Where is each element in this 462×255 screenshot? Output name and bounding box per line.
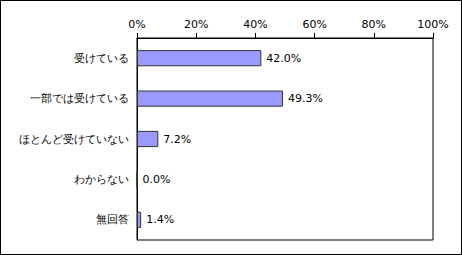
svg-text:一部では受けている: 一部では受けている [30, 92, 129, 105]
svg-text:受けている: 受けている [74, 52, 129, 65]
svg-text:20%: 20% [184, 18, 208, 31]
svg-text:0.0%: 0.0% [143, 173, 171, 186]
svg-text:49.3%: 49.3% [288, 92, 323, 105]
svg-text:わからない: わからない [74, 173, 129, 186]
svg-text:無回答: 無回答 [96, 213, 129, 226]
svg-text:ほとんど受けていない: ほとんど受けていない [19, 133, 129, 146]
svg-text:42.0%: 42.0% [266, 52, 301, 65]
svg-text:1.4%: 1.4% [146, 213, 174, 226]
svg-text:40%: 40% [243, 18, 267, 31]
svg-text:7.2%: 7.2% [163, 133, 191, 146]
svg-text:100%: 100% [417, 18, 448, 31]
svg-text:60%: 60% [302, 18, 326, 31]
svg-text:80%: 80% [362, 18, 386, 31]
svg-text:0%: 0% [128, 18, 145, 31]
